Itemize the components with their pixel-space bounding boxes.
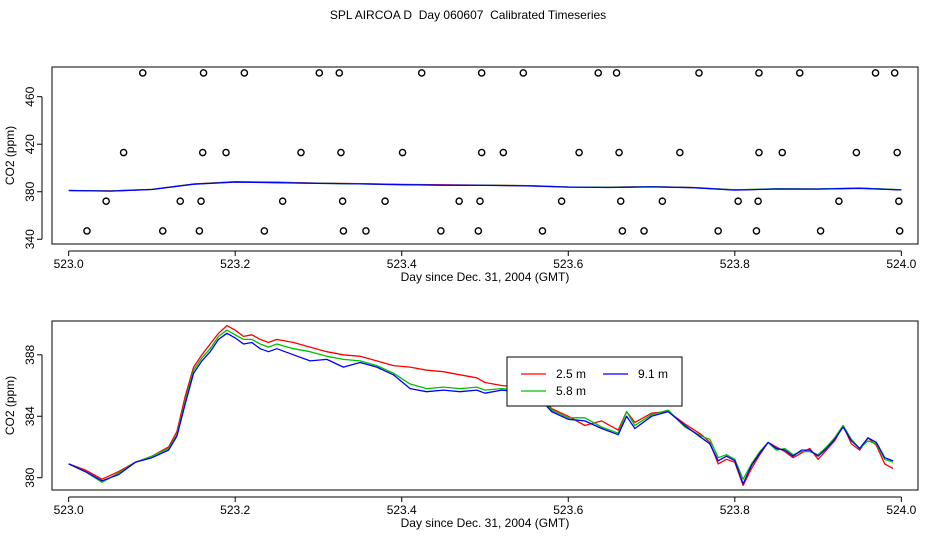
x-tick-label: 523.8	[720, 503, 750, 517]
data-point-circle	[158, 227, 167, 235]
x-tick-label: 523.2	[220, 257, 250, 271]
data-point-circle	[176, 197, 185, 206]
y-axis-label: CO2 (ppm)	[3, 126, 17, 185]
data-point-circle	[676, 148, 684, 157]
data-point-circle	[890, 69, 899, 77]
data-point-circle	[615, 148, 623, 157]
data-point-circle	[754, 197, 762, 206]
legend-label: 5.8 m	[556, 384, 586, 398]
x-tick-label: 523.4	[387, 503, 417, 517]
data-point-circle	[616, 197, 625, 206]
x-axis-label: Day since Dec. 31, 2004 (GMT)	[401, 270, 570, 284]
data-point-circle	[752, 227, 761, 235]
y-tick-label: 460	[23, 86, 37, 106]
data-point-circle	[895, 227, 904, 235]
data-point-circle	[755, 148, 763, 157]
data-point-circle	[871, 69, 880, 77]
data-point-circle	[197, 197, 205, 206]
data-point-circle	[852, 148, 861, 157]
y-tick-label: 420	[23, 134, 37, 154]
data-point-circle	[315, 69, 324, 77]
x-tick-label: 524.0	[886, 257, 916, 271]
data-point-circle	[199, 69, 208, 77]
data-point-circle	[640, 227, 648, 235]
x-tick-label: 523.6	[553, 503, 583, 517]
data-point-circle	[618, 227, 627, 235]
data-point-circle	[339, 227, 348, 235]
data-point-circle	[138, 69, 147, 77]
series-line-2-5-m	[68, 324, 894, 487]
legend: 2.5 m 5.8 m 9.1 m	[506, 356, 683, 407]
data-point-circle	[557, 197, 566, 206]
x-tick-label: 524.0	[886, 503, 916, 517]
data-point-circle	[437, 227, 445, 235]
data-point-circle	[195, 227, 204, 235]
page-title: SPL AIRCOA D Day 060607 Calibrated Times…	[329, 8, 607, 22]
data-point-circle	[260, 227, 269, 235]
legend-label: 2.5 m	[556, 367, 586, 381]
data-point-circle	[474, 227, 483, 235]
data-point-circle	[778, 148, 787, 157]
x-axis-label: Day since Dec. 31, 2004 (GMT)	[401, 516, 570, 530]
x-tick-label: 523.0	[54, 257, 84, 271]
data-point-circle	[297, 148, 305, 157]
x-tick-label: 523.6	[553, 257, 583, 271]
data-point-circle	[278, 197, 287, 206]
x-tick-label: 523.4	[387, 257, 417, 271]
data-point-circle	[594, 69, 603, 77]
data-point-circle	[499, 148, 508, 157]
data-point-circle	[734, 197, 742, 206]
legend-label: 9.1 m	[638, 367, 668, 381]
data-point-circle	[477, 148, 486, 157]
data-point-circle	[362, 227, 370, 235]
data-point-circle	[335, 69, 344, 77]
data-point-circle	[477, 69, 486, 77]
data-point-circle	[612, 69, 621, 77]
legend-box	[506, 356, 683, 407]
data-point-circle	[658, 197, 667, 206]
data-point-circle	[381, 197, 389, 206]
series-line-5-8-m	[68, 329, 894, 483]
data-point-circle	[102, 197, 110, 206]
data-point-circle	[835, 197, 843, 206]
data-point-circle	[893, 148, 901, 157]
data-point-circle	[417, 69, 426, 77]
data-point-circle	[695, 69, 703, 77]
plot-frame	[51, 66, 919, 245]
data-point-circle	[714, 227, 722, 235]
data-point-circle	[795, 69, 804, 77]
data-point-circle	[222, 148, 230, 157]
data-point-circle	[338, 197, 347, 206]
data-point-circle	[119, 148, 128, 157]
co2-timeseries-line-panel: 523.0 523.2 523.4 523.6 523.8 524.0 Day since …	[3, 320, 919, 530]
x-tick-label: 523.0	[54, 503, 84, 517]
y-tick-label: 384	[23, 406, 37, 426]
series-line-9-1-m	[68, 181, 902, 192]
x-tick-label: 523.8	[720, 257, 750, 271]
data-point-circle	[198, 148, 207, 157]
data-point-circle	[755, 69, 763, 77]
series-line-9-1-m	[68, 332, 894, 485]
data-point-circle	[398, 148, 407, 157]
y-tick-label: 340	[23, 229, 37, 249]
data-point-circle	[240, 69, 249, 77]
data-point-circle	[895, 197, 903, 206]
y-tick-label: 380	[23, 467, 37, 487]
data-point-circle	[476, 197, 484, 206]
data-point-circle	[455, 197, 463, 206]
co2-timeseries-scatter-panel: 523.0 523.2 523.4 523.6 523.8 524.0 Day since …	[3, 66, 919, 284]
data-point-circle	[337, 148, 345, 157]
data-point-circle	[83, 227, 91, 235]
x-tick-label: 523.2	[220, 503, 250, 517]
y-axis-label: CO2 (ppm)	[3, 376, 17, 435]
y-tick-label: 388	[23, 344, 37, 364]
y-tick-label: 380	[23, 181, 37, 201]
data-point-circle	[538, 227, 547, 235]
data-point-circle	[519, 69, 528, 77]
plot-frame	[51, 320, 919, 491]
data-point-circle	[816, 227, 825, 235]
data-point-circle	[575, 148, 583, 157]
